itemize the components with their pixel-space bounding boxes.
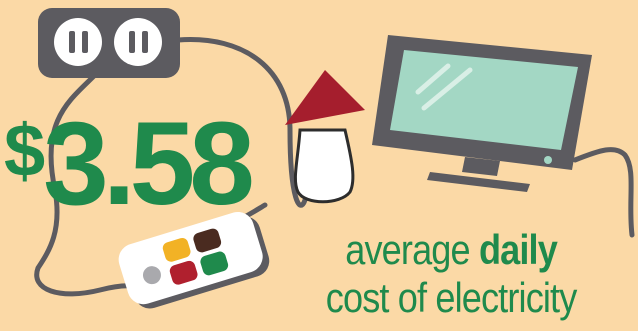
tv-stand	[462, 157, 500, 176]
cost-caption: average daily cost of electricity	[325, 226, 576, 322]
power-outlet-icon	[38, 8, 180, 78]
caption-prefix: average	[344, 226, 470, 273]
remote-button-red	[169, 260, 198, 285]
caption-emphasis: daily	[478, 226, 558, 273]
outlet-socket-left	[54, 18, 102, 66]
table-lamp-icon	[285, 70, 365, 204]
lamp-shade	[285, 70, 365, 125]
outlet-slot	[82, 31, 88, 53]
lamp-base	[293, 128, 355, 204]
outlet-slot	[142, 31, 148, 53]
daily-cost-amount: $3.58	[4, 92, 255, 223]
remote-power-button	[142, 266, 161, 285]
tv-screen-glare	[415, 63, 451, 95]
outlet-slot	[69, 31, 75, 53]
tv-cord	[572, 147, 635, 238]
outlet-slot	[129, 31, 135, 53]
tv-stand-base	[427, 172, 530, 192]
remote-control-icon	[118, 211, 270, 309]
outlet-to-remote-cord	[34, 72, 163, 303]
currency-symbol: $	[4, 109, 45, 192]
television-icon	[372, 35, 592, 192]
remote-button-green	[200, 251, 229, 276]
remote-button-yellow	[162, 237, 191, 262]
outlet-socket-right	[114, 18, 162, 66]
tv-screen-glare	[421, 67, 473, 111]
caption-line2: cost of electricity	[325, 274, 576, 321]
cost-value: 3.58	[43, 98, 255, 230]
tv-power-light	[544, 156, 552, 164]
remote-button-brown	[193, 228, 222, 253]
